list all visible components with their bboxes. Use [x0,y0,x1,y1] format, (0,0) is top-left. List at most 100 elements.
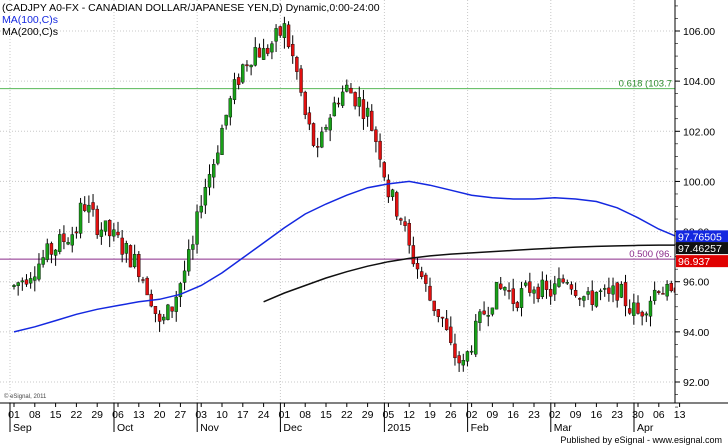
y-tick-label: 100.00 [683,176,715,188]
x-tick-label: 08 [29,409,41,421]
candle-body [103,220,108,232]
candle-body [553,283,557,295]
month-label: Feb [471,422,489,434]
candle-body [453,343,457,359]
candle-body [578,298,582,300]
candle-body [419,271,424,277]
candle-body [49,243,54,255]
gridlines [0,0,675,403]
candle-body [403,221,407,226]
candle-body [382,162,386,178]
x-tick-label: 02 [549,409,561,421]
candle-body [532,289,536,294]
x-tick-label: 22 [341,409,353,421]
candle-body [295,57,299,72]
candle-body [345,84,349,92]
chart-title: (CADJPY A0-FX - CANADIAN DOLLAR/JAPANESE… [2,2,380,14]
y-tick-label: 94.00 [683,327,709,339]
ma200-line [263,244,680,303]
candle-body [511,288,515,304]
month-label: Mar [554,422,573,434]
candle-body [253,47,257,66]
candle-body [145,277,149,296]
candles [12,16,694,372]
x-tick-label: 09 [487,409,499,421]
candle-body [174,296,178,312]
candle-body [236,77,241,85]
candle-body [191,244,195,250]
candle-body [486,315,490,317]
candle-body [594,291,599,307]
candle-body [457,355,461,364]
fib-levels: 0.618 (103.7 0.500 (96. [0,79,675,260]
candle-body [432,300,436,312]
candle-body [74,231,79,234]
candle-body [378,140,382,160]
candle-body [299,68,303,93]
y-tick-label: 92.00 [683,377,709,389]
candle-body [370,110,374,131]
candle-body [307,112,312,125]
candle-body [58,234,62,252]
y-tick-label: 106.00 [683,26,715,38]
candle-body [303,91,307,115]
candle-body [607,287,611,294]
candle-body [444,318,449,331]
x-tick-label: 06 [112,409,124,421]
candle-body [266,47,270,54]
candle-body [465,351,470,362]
y-tick-label: 104.00 [683,76,715,88]
candle-body [16,282,20,286]
candle-body [544,280,549,290]
candle-body [340,91,345,106]
candle-body [207,174,212,188]
candle-body [365,107,370,117]
candle-body [257,47,262,58]
candle-body [499,283,503,289]
x-tick-label: 13 [133,409,145,421]
month-label: Dec [283,422,302,434]
candle-body [515,302,520,308]
candle-body [557,278,561,287]
fib-label: 0.500 (96. [629,249,672,260]
candle-body [586,291,590,295]
candle-body [561,278,565,283]
candle-body [99,229,104,237]
candle-body [195,211,199,245]
candle-body [507,290,511,292]
candle-body [170,306,174,312]
candle-body [95,208,99,235]
x-tick-label: 16 [591,409,603,421]
x-tick-label: 08 [299,409,311,421]
y-tick-label: 96.00 [683,277,709,289]
candle-body [482,310,486,315]
price-tag-label: 97.46257 [678,243,722,255]
candle-body [665,284,669,297]
candle-body [523,282,528,286]
candle-body [478,311,482,323]
x-tick-label: 30 [632,409,644,421]
candle-body [45,243,49,260]
copyright-text: © eSignal, 2011 [4,393,47,400]
candle-body [328,117,332,131]
x-tick-label: 29 [91,409,103,421]
candle-body [83,204,87,211]
price-tag-label: 97.76505 [678,231,722,243]
candle-body [282,23,287,38]
x-axis: 01 08 15 22 29 06 13 20 27 03 10 17 24 01 08 15 22 29 05 12… [8,403,686,434]
candle-body [374,129,378,142]
x-tick-label: 24 [258,409,270,421]
candle-body [428,285,432,301]
candle-body [241,64,245,83]
candle-body [228,98,233,118]
price-tag-label: 96.937 [678,256,710,268]
candle-body [166,304,170,320]
candle-body [211,164,216,178]
candle-body [536,286,540,300]
candle-body [395,192,399,217]
candle-body [540,279,545,297]
candle-body [91,202,95,210]
price-axis-panel [675,0,728,403]
candle-body [449,326,453,343]
